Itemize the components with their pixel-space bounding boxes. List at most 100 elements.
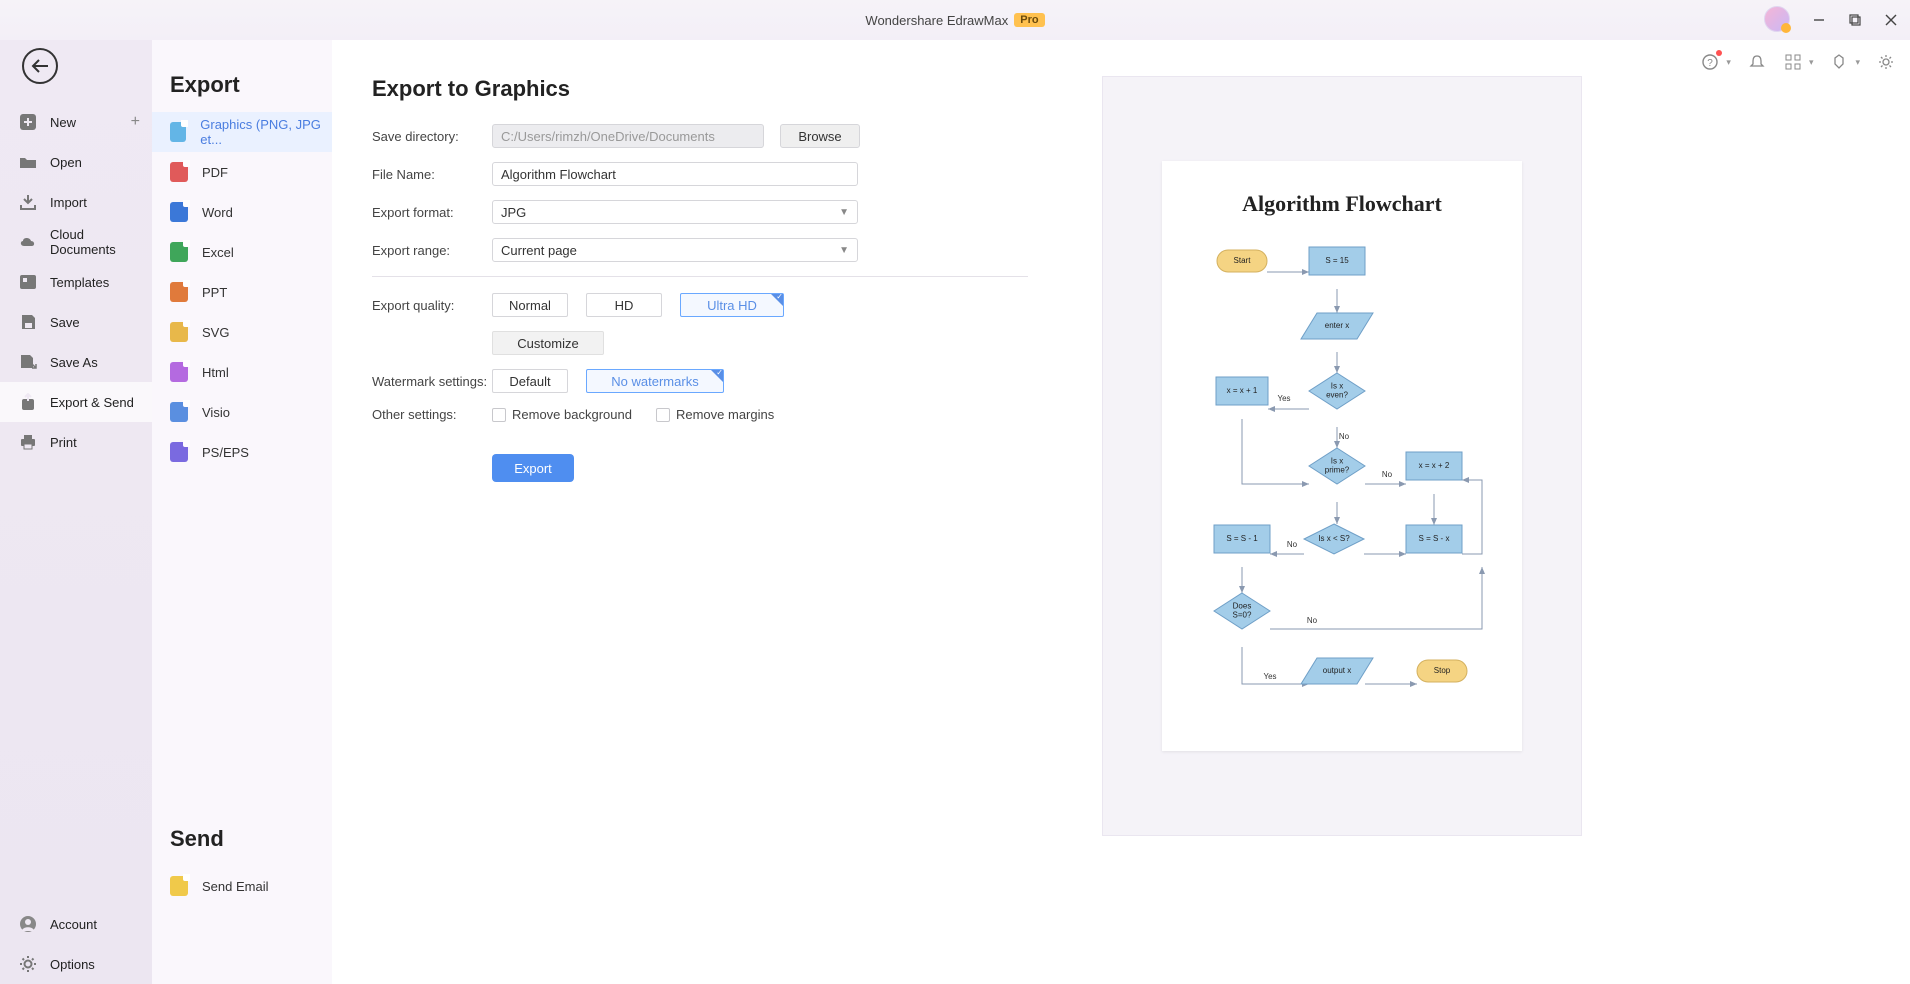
quality-ultrahd[interactable]: Ultra HD [680,293,784,317]
file-icon [170,202,188,222]
format-item-ps-eps[interactable]: PS/EPS [152,432,332,472]
templates-icon [18,272,38,292]
file-icon [170,442,188,462]
format-item-word[interactable]: Word [152,192,332,232]
format-item-pdf[interactable]: PDF [152,152,332,192]
plus-square-icon [18,112,38,132]
file-menu-sidebar: New + Open Import Cloud Documents Templat… [0,40,152,984]
nav-save[interactable]: Save [0,302,152,342]
file-icon [170,282,188,302]
label-save-dir: Save directory: [372,129,492,144]
svg-text:Is x: Is x [1331,382,1343,391]
format-item-visio[interactable]: Visio [152,392,332,432]
chevron-down-icon: ▼ [839,207,849,218]
maximize-button[interactable] [1846,11,1864,29]
gear-icon [18,954,38,974]
label-other: Other settings: [372,407,492,422]
file-icon [170,322,188,342]
nav-label: Cloud Documents [50,227,152,257]
minimize-button[interactable] [1810,11,1828,29]
account-icon [18,914,38,934]
close-button[interactable] [1882,11,1900,29]
send-label: Send Email [202,879,268,894]
svg-text:S = S - 1: S = S - 1 [1226,534,1258,543]
nav-label: New [50,115,76,130]
nav-label: Templates [50,275,109,290]
file-icon [170,122,186,142]
gear-icon[interactable] [1876,52,1896,72]
file-icon [170,402,188,422]
nav-import[interactable]: Import [0,182,152,222]
nav-options[interactable]: Options [0,944,152,984]
format-label: Html [202,365,229,380]
svg-text:Is x: Is x [1331,457,1343,466]
app-title: Wondershare EdrawMax [865,13,1008,28]
svg-text:output x: output x [1323,666,1351,675]
label-export-range: Export range: [372,243,492,258]
svg-text:No: No [1339,432,1350,441]
export-format-select[interactable]: JPG▼ [492,200,858,224]
quality-customize[interactable]: Customize [492,331,604,355]
nav-print[interactable]: Print [0,422,152,462]
export-format-list: Export Graphics (PNG, JPG et...PDFWordEx… [152,40,332,984]
format-item-graphics-png-jpg-et-[interactable]: Graphics (PNG, JPG et... [152,112,332,152]
flowchart-title: Algorithm Flowchart [1172,191,1512,217]
format-item-excel[interactable]: Excel [152,232,332,272]
nav-label: Print [50,435,77,450]
save-directory-input[interactable] [492,124,764,148]
file-name-input[interactable] [492,162,858,186]
label-watermark: Watermark settings: [372,374,492,389]
nav-templates[interactable]: Templates [0,262,152,302]
svg-text:Stop: Stop [1434,666,1451,675]
export-button[interactable]: Export [492,454,574,482]
checkbox-remove-bg[interactable]: Remove background [492,407,632,422]
nav-open[interactable]: Open [0,142,152,182]
import-icon [18,192,38,212]
plus-icon[interactable]: + [131,113,140,131]
preview-frame: Algorithm Flowchart YesNoNoNoYesNoStartS… [1102,76,1582,836]
nav-new[interactable]: New + [0,102,152,142]
avatar[interactable] [1764,6,1790,32]
apps-icon[interactable] [1783,52,1803,72]
format-item-html[interactable]: Html [152,352,332,392]
titlebar: Wondershare EdrawMax Pro [0,0,1910,40]
nav-cloud[interactable]: Cloud Documents [0,222,152,262]
theme-icon[interactable] [1829,52,1849,72]
svg-text:Yes: Yes [1263,672,1276,681]
format-label: Excel [202,245,234,260]
nav-label: Open [50,155,82,170]
back-button[interactable] [22,48,58,84]
watermark-default[interactable]: Default [492,369,568,393]
nav-label: Options [50,957,95,972]
checkbox-remove-margins[interactable]: Remove margins [656,407,774,422]
quality-normal[interactable]: Normal [492,293,568,317]
bell-icon[interactable] [1747,52,1767,72]
watermark-none[interactable]: No watermarks [586,369,724,393]
help-icon[interactable]: ? [1700,52,1720,72]
browse-button[interactable]: Browse [780,124,860,148]
svg-text:No: No [1382,470,1393,479]
format-item-svg[interactable]: SVG [152,312,332,352]
quality-hd[interactable]: HD [586,293,662,317]
nav-saveas[interactable]: Save As [0,342,152,382]
top-toolbar: ?▾ ▾ ▾ [1700,52,1896,72]
export-range-select[interactable]: Current page▼ [492,238,858,262]
svg-text:S = S - x: S = S - x [1419,534,1450,543]
label-export-quality: Export quality: [372,298,492,313]
mail-icon [170,876,188,896]
nav-account[interactable]: Account [0,904,152,944]
svg-text:Does: Does [1233,602,1252,611]
send-heading: Send [152,822,332,866]
svg-text:prime?: prime? [1325,466,1350,475]
format-label: PS/EPS [202,445,249,460]
send-item-email[interactable]: Send Email [152,866,332,906]
format-item-ppt[interactable]: PPT [152,272,332,312]
flowchart-svg: YesNoNoNoYesNoStartS = 15enter xIs xeven… [1162,241,1522,731]
divider [372,276,1028,277]
checkbox-icon [656,408,670,422]
format-label: PPT [202,285,227,300]
svg-text:S = 15: S = 15 [1325,256,1349,265]
nav-export-send[interactable]: Export & Send [0,382,152,422]
nav-label: Import [50,195,87,210]
nav-label: Save As [50,355,98,370]
